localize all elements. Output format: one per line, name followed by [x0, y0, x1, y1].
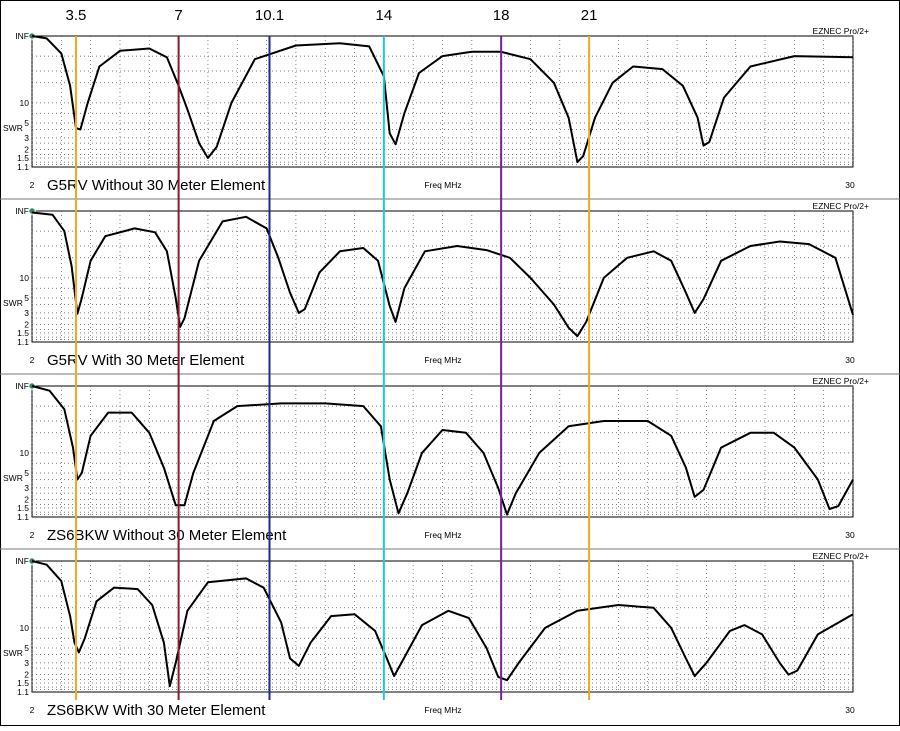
y-tick-label: 3 — [24, 133, 29, 143]
y-tick-label: 2 — [24, 145, 29, 155]
y-tick-label: 1.1 — [17, 687, 29, 697]
y-tick-label: 1.5 — [17, 678, 29, 688]
y-tick-label: INF — [15, 206, 29, 216]
swr-curve — [31, 35, 854, 164]
y-tick-label: INF — [15, 381, 29, 391]
x-tick-label: 2 — [30, 355, 35, 365]
y-tick-label: 1.1 — [17, 162, 29, 172]
band-marker-label: 10.1 — [255, 7, 284, 24]
brand-label: EZNEC Pro/2+ — [813, 376, 869, 386]
y-tick-label: 1.5 — [17, 153, 29, 163]
x-tick-label: 2 — [30, 705, 35, 715]
y-tick-label: 1.5 — [17, 328, 29, 338]
y-tick-label: 10 — [20, 273, 30, 283]
y-axis-label: SWR — [3, 123, 23, 133]
x-tick-label: 2 — [30, 180, 35, 190]
x-tick-label: 30 — [845, 705, 855, 715]
panel-title: G5RV Without 30 Meter Element — [47, 177, 266, 194]
y-tick-label: 5 — [24, 468, 29, 478]
y-tick-label: 2 — [24, 320, 29, 330]
band-marker-label: 21 — [581, 7, 598, 24]
plot-frame — [31, 210, 854, 343]
y-tick-label: 3 — [24, 308, 29, 318]
y-tick-label: 5 — [24, 118, 29, 128]
band-marker-label: 14 — [376, 7, 393, 24]
y-tick-label: 5 — [24, 643, 29, 653]
swr-curve — [31, 560, 854, 688]
y-tick-label: INF — [15, 31, 29, 41]
x-axis-label: Freq MHz — [424, 530, 461, 540]
band-marker-label: 3.5 — [66, 7, 87, 24]
y-tick-label: 1.5 — [17, 503, 29, 513]
y-tick-label: 3 — [24, 658, 29, 668]
y-tick-label: 10 — [20, 623, 30, 633]
y-tick-label: 5 — [24, 293, 29, 303]
band-marker-label: 18 — [493, 7, 510, 24]
y-tick-label: 10 — [20, 98, 30, 108]
y-tick-label: 1.1 — [17, 512, 29, 522]
x-tick-label: 30 — [845, 530, 855, 540]
x-axis-label: Freq MHz — [424, 355, 461, 365]
y-axis-label: SWR — [3, 298, 23, 308]
plot-frame — [31, 560, 854, 693]
brand-label: EZNEC Pro/2+ — [813, 26, 869, 36]
panel-title: G5RV With 30 Meter Element — [47, 352, 245, 369]
swr-curve — [31, 211, 854, 338]
y-tick-label: 1.1 — [17, 337, 29, 347]
x-tick-label: 2 — [30, 530, 35, 540]
band-marker-label: 7 — [174, 7, 182, 24]
y-axis-label: SWR — [3, 473, 23, 483]
brand-label: EZNEC Pro/2+ — [813, 201, 869, 211]
y-tick-label: 2 — [24, 670, 29, 680]
swr-curve — [31, 385, 854, 516]
x-tick-label: 30 — [845, 355, 855, 365]
panel-title: ZS6BKW With 30 Meter Element — [47, 702, 266, 719]
plot-frame — [31, 385, 854, 518]
plot-frame — [31, 35, 854, 168]
brand-label: EZNEC Pro/2+ — [813, 551, 869, 561]
panel-title: ZS6BKW Without 30 Meter Element — [47, 527, 287, 544]
y-tick-label: INF — [15, 556, 29, 566]
x-tick-label: 30 — [845, 180, 855, 190]
y-tick-label: 2 — [24, 495, 29, 505]
y-tick-label: 3 — [24, 483, 29, 493]
y-tick-label: 10 — [20, 448, 30, 458]
x-axis-label: Freq MHz — [424, 180, 461, 190]
x-axis-label: Freq MHz — [424, 705, 461, 715]
y-axis-label: SWR — [3, 648, 23, 658]
